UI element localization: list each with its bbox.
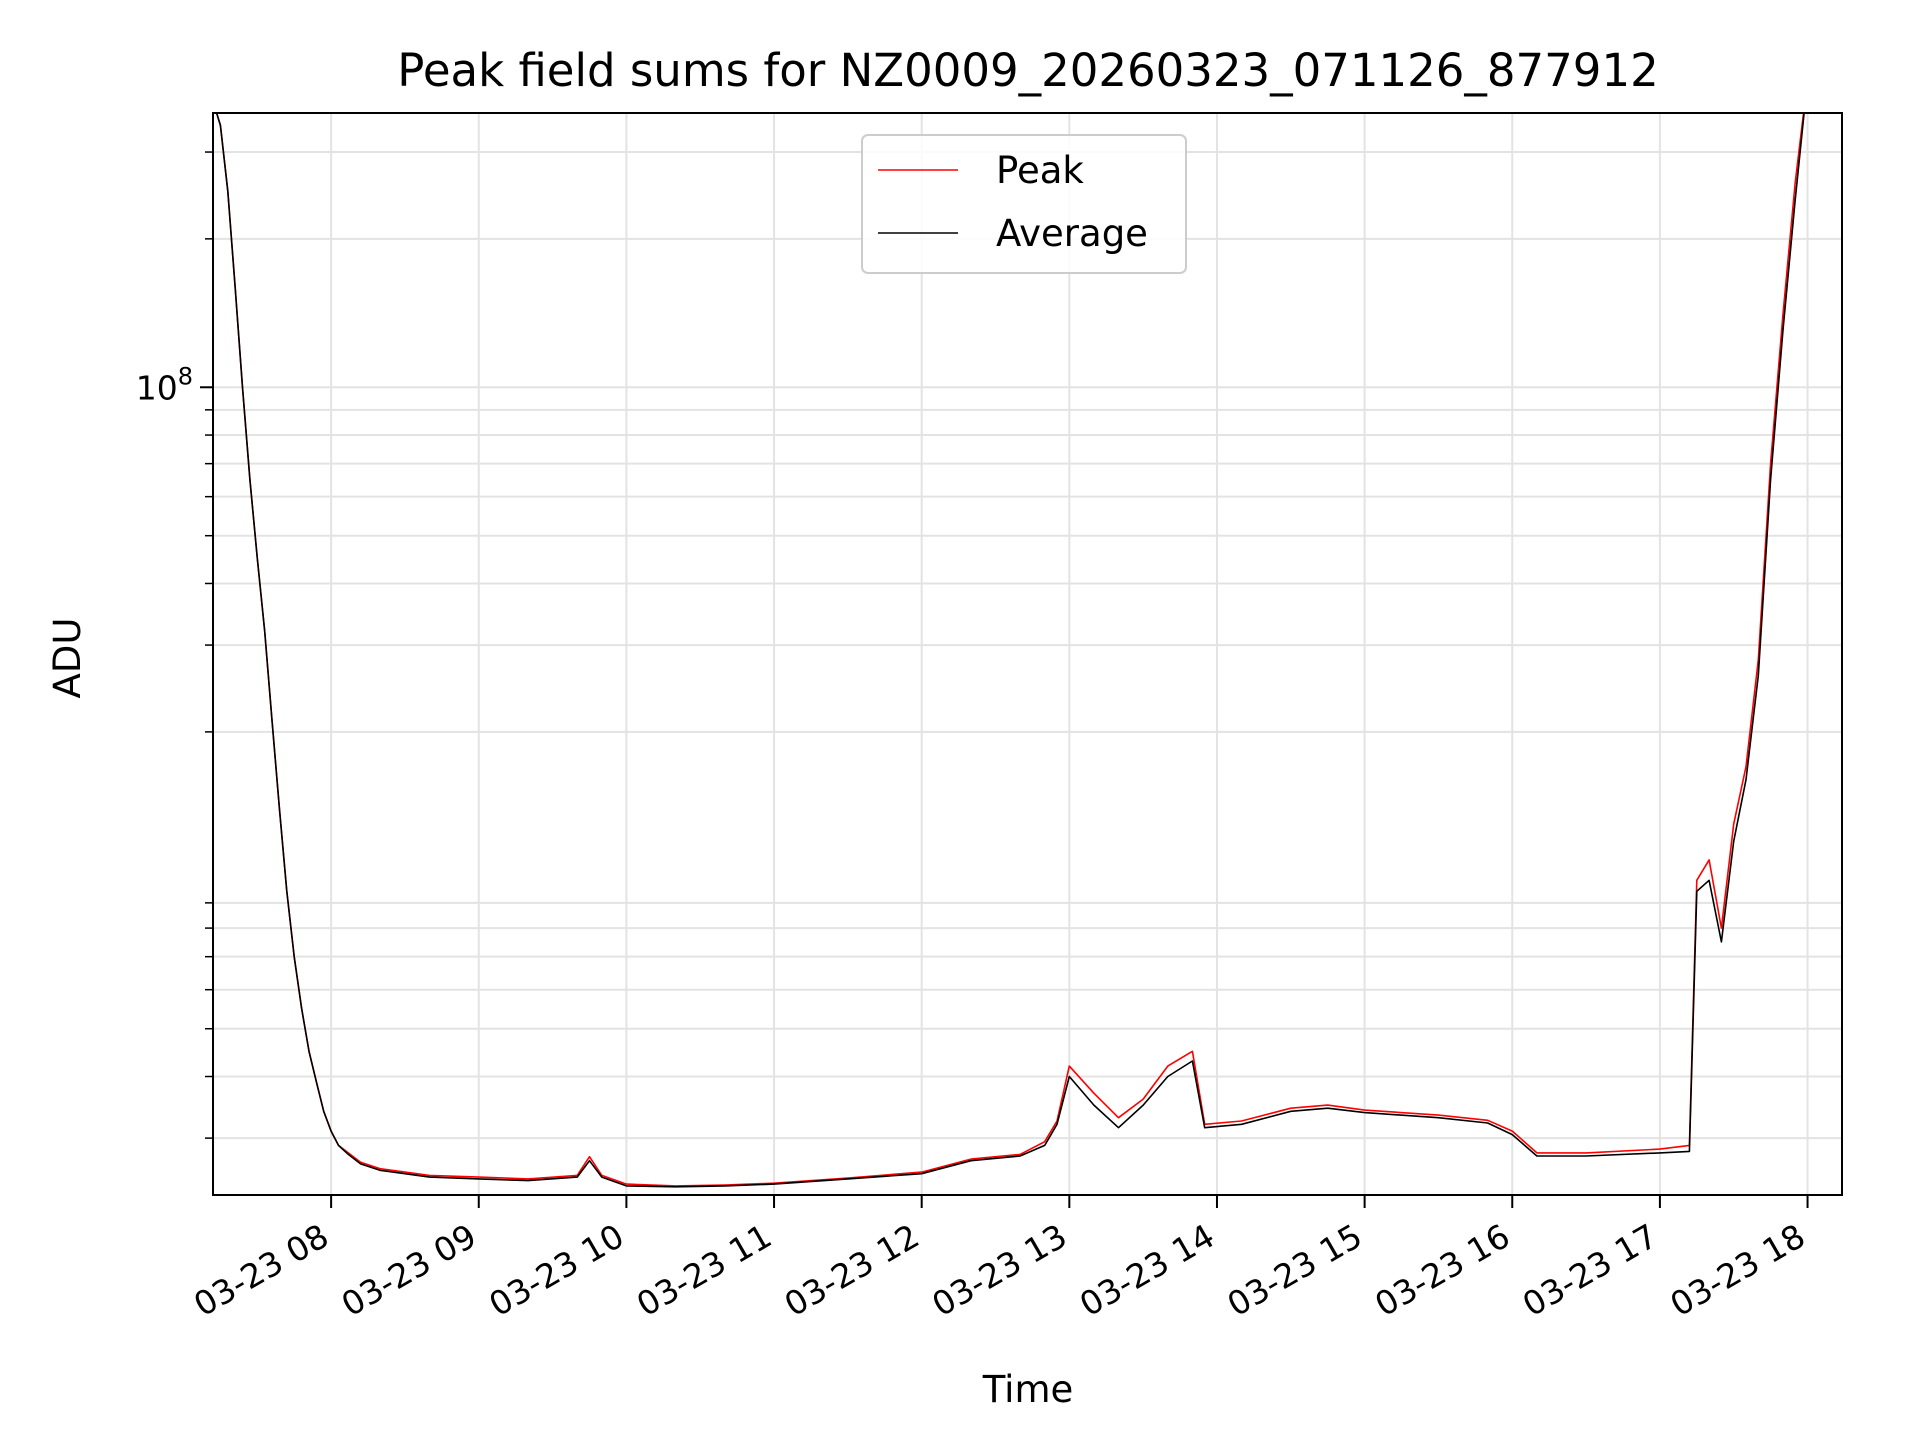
series-layer (215, 113, 1805, 1188)
chart-title: Peak field sums for NZ0009_20260323_0711… (397, 44, 1658, 97)
grid (213, 113, 1842, 1195)
legend-label-average: Average (996, 212, 1148, 255)
y-tick-label: 108 (136, 362, 193, 407)
y-axis-label: ADU (46, 618, 89, 699)
x-axis-label: Time (982, 1368, 1074, 1411)
legend-label-peak: Peak (996, 149, 1084, 192)
series-line-average (215, 113, 1805, 1188)
plot-frame (212, 112, 1843, 1196)
legend: Peak Average (861, 134, 1187, 274)
